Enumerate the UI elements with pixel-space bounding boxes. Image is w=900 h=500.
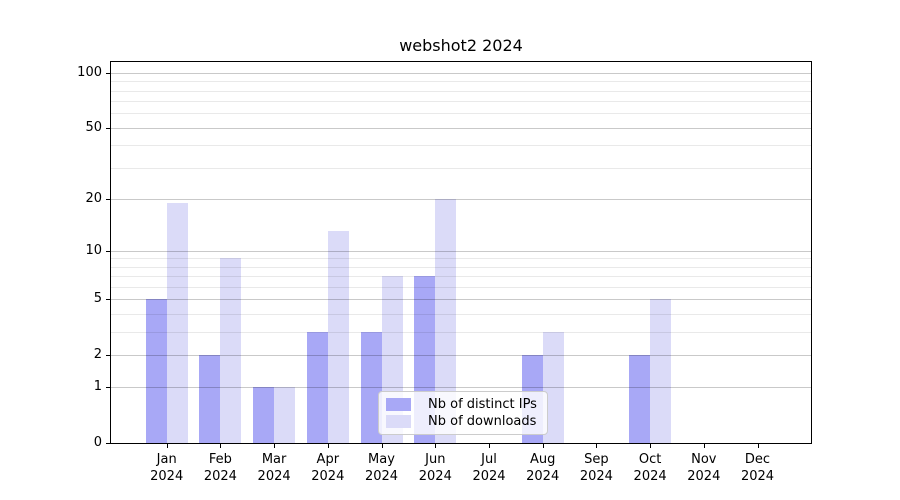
y-tick-label-100: 100	[77, 65, 102, 80]
bar-downloads-apr-2024	[327, 231, 349, 443]
legend-swatch-distinct-ips	[386, 397, 411, 411]
x-tick-dec-2024	[757, 444, 759, 448]
y-tick-label-50: 50	[85, 119, 102, 135]
bar-downloads-oct-2024	[650, 299, 672, 443]
minor-gridline-7	[111, 276, 811, 278]
top-spine	[110, 61, 812, 62]
bar-downloads-mar-2024	[274, 387, 296, 443]
bar-distinct-ips-oct-2024	[629, 354, 651, 443]
y-tick-label-10: 10	[85, 242, 102, 258]
y-tick-100	[106, 73, 110, 74]
minor-gridline-60	[111, 113, 811, 115]
x-tick-feb-2024	[220, 444, 222, 448]
minor-gridline-3	[111, 331, 811, 333]
y-tick-label-1: 1	[93, 379, 102, 395]
x-tick-aug-2024	[542, 444, 544, 448]
x-tick-label-apr-2024: Apr 2024	[311, 452, 345, 484]
x-tick-label-jun-2024: Jun 2024	[418, 452, 452, 484]
chart-title: webshot2 2024	[399, 36, 523, 55]
major-gridline-5	[111, 299, 811, 301]
x-tick-label-nov-2024: Nov 2024	[687, 452, 721, 484]
x-tick-label-mar-2024: Mar 2024	[257, 452, 291, 484]
legend: Nb of distinct IPs Nb of downloads	[378, 391, 548, 435]
y-tick-1	[106, 387, 110, 389]
x-tick-sep-2024	[596, 444, 598, 448]
x-tick-jan-2024	[166, 444, 168, 448]
major-gridline-50	[111, 127, 811, 129]
legend-swatch-downloads	[386, 415, 411, 429]
major-gridline-10	[111, 250, 811, 252]
bar-distinct-ips-feb-2024	[199, 354, 221, 443]
minor-gridline-80	[111, 90, 811, 92]
minor-gridline-9	[111, 258, 811, 260]
bar-distinct-ips-apr-2024	[306, 331, 328, 443]
x-tick-label-oct-2024: Oct 2024	[633, 452, 667, 484]
x-tick-jun-2024	[435, 444, 437, 448]
legend-label-distinct-ips: Nb of distinct IPs	[428, 396, 537, 412]
legend-label-downloads: Nb of downloads	[428, 414, 537, 430]
y-tick-20	[106, 198, 110, 200]
x-tick-oct-2024	[650, 444, 652, 448]
x-tick-label-may-2024: May 2024	[364, 452, 399, 484]
minor-gridline-90	[111, 81, 811, 83]
major-gridline-1	[111, 387, 811, 389]
bar-downloads-feb-2024	[220, 258, 242, 443]
major-gridline-2	[111, 354, 811, 356]
y-tick-label-0: 0	[93, 435, 102, 450]
minor-gridline-8	[111, 266, 811, 268]
major-gridline-100	[111, 73, 811, 74]
y-tick-10	[106, 250, 110, 252]
bar-distinct-ips-mar-2024	[253, 387, 275, 443]
bar-downloads-jan-2024	[166, 202, 188, 443]
x-tick-label-aug-2024: Aug 2024	[526, 452, 560, 484]
y-tick-50	[106, 127, 110, 129]
major-gridline-20	[111, 198, 811, 200]
right-spine	[811, 61, 812, 444]
y-tick-label-5: 5	[93, 291, 102, 307]
x-tick-nov-2024	[703, 444, 705, 448]
x-tick-label-feb-2024: Feb 2024	[203, 452, 237, 484]
x-tick-label-sep-2024: Sep 2024	[579, 452, 613, 484]
bar-downloads-jun-2024	[435, 198, 457, 443]
x-tick-jul-2024	[489, 444, 490, 448]
x-tick-mar-2024	[274, 444, 276, 448]
minor-gridline-70	[111, 101, 811, 103]
legend-item-downloads: Nb of downloads	[386, 414, 540, 429]
y-tick-label-2: 2	[93, 346, 102, 362]
y-tick-0	[106, 443, 110, 444]
y-tick-2	[106, 354, 110, 356]
minor-gridline-30	[111, 167, 811, 169]
bar-distinct-ips-jan-2024	[145, 299, 167, 443]
left-spine	[110, 61, 111, 444]
x-tick-label-jan-2024: Jan 2024	[150, 452, 184, 484]
x-tick-label-dec-2024: Dec 2024	[740, 452, 775, 484]
x-tick-label-jul-2024: Jul 2024	[472, 452, 506, 484]
bar-distinct-ips-may-2024	[360, 331, 382, 443]
minor-gridline-4	[111, 314, 811, 315]
x-tick-apr-2024	[327, 444, 329, 448]
x-tick-may-2024	[381, 444, 383, 448]
legend-item-distinct-ips: Nb of distinct IPs	[386, 397, 540, 412]
plot-area	[111, 62, 811, 443]
minor-gridline-40	[111, 145, 811, 147]
y-tick-label-20: 20	[85, 190, 102, 206]
minor-gridline-6	[111, 287, 811, 288]
bottom-spine	[110, 443, 812, 444]
y-tick-5	[106, 299, 110, 301]
